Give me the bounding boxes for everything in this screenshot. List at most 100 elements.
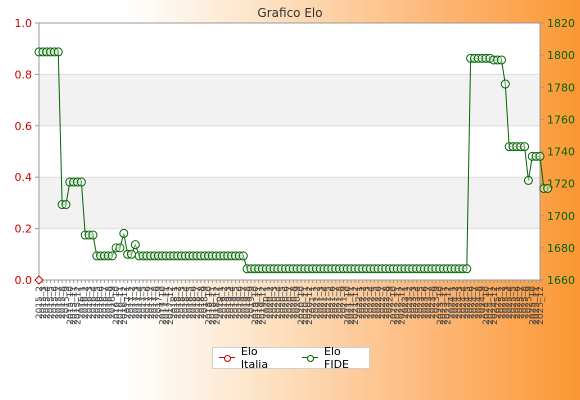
x-tick-label: 2022_12 [397,286,407,325]
x-tick-label: 2015_4 [43,286,53,319]
x-tick-label: 2015_9 [62,286,72,319]
x-tick-label: 2022_10 [390,286,400,325]
x-tick-label: 2024_6 [467,286,477,319]
chart-title: Grafico Elo [257,6,322,20]
x-tick-label: 2016_1 [77,286,87,319]
x-tick-label: 2018_10 [205,286,215,325]
x-tick-label: 2017_12 [166,286,176,325]
x-tick-label: 2021_10 [343,286,353,325]
grid-band [39,177,540,229]
x-tick-label: 2023_12 [444,286,454,325]
x-tick-label: 2017_8 [151,286,161,319]
x-tick-label: 2020_6 [282,286,292,319]
x-tick-label: 2021_1 [309,286,319,319]
x-tick-label: 2021_11 [347,286,357,325]
data-point-elo-italia [34,275,44,285]
x-tick-label: 2024_12 [490,286,500,325]
x-tick-label: 2016_9 [108,286,118,319]
x-tick-label: 2025_1 [494,286,504,319]
x-tick-label: 2017_3 [131,286,141,319]
x-tick-label: 2015_5 [47,286,57,319]
x-tick-label: 2019_4 [228,286,238,319]
data-point-elo-fide [520,142,530,152]
left-axis: 0.0 0.2 0.4 0.6 0.8 1.0 [15,17,39,287]
right-tick-label: 1720 [547,178,575,191]
x-tick-label: 2021_6 [328,286,338,319]
x-tick-label: 2017_9 [154,286,164,319]
x-tick-label: 2021_5 [324,286,334,319]
x-tick-label: 2024_5 [463,286,473,319]
x-tick-label: 2023_10 [436,286,446,325]
x-tick-label: 2025_7 [517,286,527,319]
x-tick-label: 2022_6 [374,286,384,319]
elo-fide-legend-icon [302,353,318,363]
data-point-elo-fide [88,230,98,240]
x-tick-label: 2016_6 [97,286,107,319]
x-tick-label: 2020_11 [301,286,311,325]
right-tick-label: 1700 [547,210,575,223]
x-tick-label: 2022_5 [370,286,380,319]
series [34,47,553,285]
x-tick-label: 2018_6 [189,286,199,319]
left-tick-label: 0.0 [15,274,33,287]
x-tick-label: 2018_7 [193,286,203,319]
data-point-elo-fide [238,251,248,261]
x-tick-label: 2015_8 [58,286,68,319]
x-tick-label: 2016_10 [112,286,122,325]
x-tick-label: 2020_1 [262,286,272,319]
x-tick-label: 2024_11 [486,286,496,325]
data-point-elo-fide [500,79,510,89]
x-tick-label: 2018_11 [208,286,218,325]
data-point-elo-fide [130,240,140,250]
x-tick-label: 2017_11 [162,286,172,325]
x-tick-label: 2017_1 [124,286,134,319]
x-tick-label: 2021_3 [316,286,326,319]
x-tick-label: 2020_10 [297,286,307,325]
x-tick-label: 2019_1 [216,286,226,319]
x-tick-label: 2015_7 [54,286,64,319]
x-tick-label: 2021_12 [351,286,361,325]
x-tick-label: 2021_2 [312,286,322,319]
x-tick-label: 2023_5 [417,286,427,319]
left-tick-label: 0.4 [15,171,33,184]
x-tick-label: 2020_4 [274,286,284,319]
x-tick-label: 2024_3 [455,286,465,319]
x-tick-label: 2018_3 [178,286,188,319]
x-tick-label: 2020_5 [278,286,288,319]
data-point-elo-fide [76,177,86,187]
legend-item-elo-italia[interactable]: Elo Italia [219,345,288,371]
x-tick-label: 2018_1 [170,286,180,319]
x-tick-label: 2016_12 [120,286,130,325]
x-tick-label: 2016_7 [101,286,111,319]
right-tick-label: 1740 [547,146,575,159]
x-tick-label: 2023_1 [401,286,411,319]
x-tick-label: 2015_10 [66,286,76,325]
plot-area [39,23,540,280]
x-tick-label: 2023_3 [409,286,419,319]
left-tick-label: 0.8 [15,68,33,81]
plot-background [39,23,540,280]
x-tick-label: 2016_5 [93,286,103,319]
left-tick-label: 0.6 [15,120,33,133]
x-tick-label: 2020_9 [293,286,303,319]
x-tick-label: 2024_9 [478,286,488,319]
x-tick-label: 2021_7 [332,286,342,319]
x-tick-label: 2025_4 [505,286,515,319]
x-tick-label: 2017_5 [139,286,149,319]
x-tick-label: 2020_7 [286,286,296,319]
left-tick-label: 0.2 [15,223,33,236]
x-tick-label: 2019_10 [251,286,261,325]
x-tick-label: 2023_2 [405,286,415,319]
x-tick-label: 2019_7 [239,286,249,319]
x-tick-label: 2018_4 [181,286,191,319]
x-tick-label: 2025_5 [509,286,519,319]
legend-item-elo-fide[interactable]: Elo FIDE [302,345,369,371]
x-tick-label: 2023_7 [424,286,434,319]
data-point-elo-fide [543,183,553,193]
x-tick-label: 2019_8 [243,286,253,319]
x-tick-label: 2024_1 [447,286,457,319]
grid-band [39,74,540,126]
x-tick-label: 2025_11 [532,286,542,325]
x-tick-label: 2022_8 [382,286,392,319]
x-tick-label: 2022_9 [386,286,396,319]
